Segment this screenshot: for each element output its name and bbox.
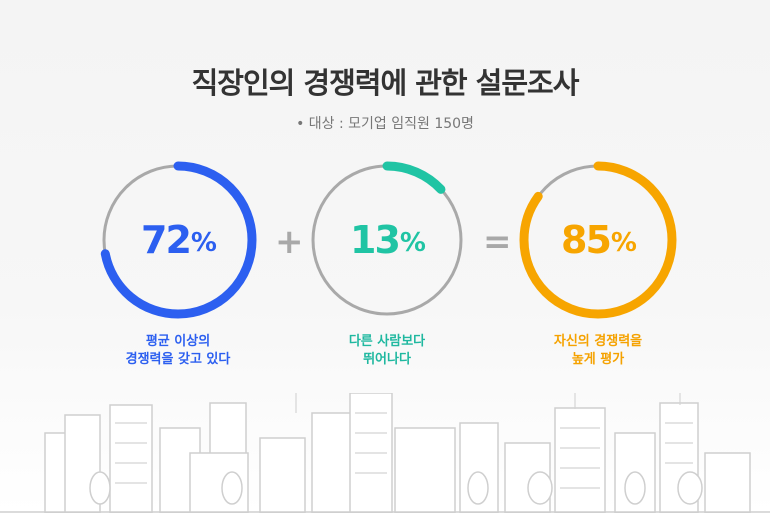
building [554, 407, 606, 513]
tree-icon [527, 471, 553, 505]
percent-number: 13 [350, 218, 401, 262]
tree-icon [221, 471, 243, 505]
caption-line: 경쟁력을 갖고 있다 [125, 352, 231, 367]
building [704, 452, 751, 513]
building [311, 412, 353, 513]
percent-number: 72 [141, 218, 192, 262]
ring-progress-arc [519, 161, 677, 319]
tree-icon [467, 471, 489, 505]
percent-value: 72% [98, 160, 258, 320]
ring-chart-self-evaluation [519, 161, 677, 319]
survey-subtitle: • 대상 : 모기업 임직원 150명 [296, 116, 474, 132]
building [259, 437, 306, 513]
ring-progress-arc [308, 161, 466, 319]
caption-line: 뛰어나다 [363, 352, 411, 367]
city-skyline-illustration [0, 393, 770, 513]
percent-value: 85% [518, 160, 678, 320]
caption-outstanding: 다른 사람보다 뛰어나다 [277, 333, 497, 369]
percent-unit: % [610, 228, 637, 258]
page-title: 직장인의 경쟁력에 관한 설문조사 [191, 66, 580, 100]
tree-icon [677, 471, 703, 505]
ring-chart-outstanding [308, 161, 466, 319]
caption-line: 자신의 경쟁력을 [553, 334, 643, 349]
caption-line: 높게 평가 [571, 352, 625, 367]
percent-number: 85 [561, 218, 612, 262]
ring-progress-arc [99, 161, 257, 319]
tree-icon [89, 471, 111, 505]
caption-line: 평균 이상의 [145, 334, 211, 349]
caption-above-average: 평균 이상의 경쟁력을 갖고 있다 [68, 333, 288, 369]
plus-operator: + [275, 222, 304, 262]
caption-self-evaluation: 자신의 경쟁력을 높게 평가 [488, 333, 708, 369]
percent-unit: % [399, 228, 426, 258]
equals-operator: = [483, 222, 512, 262]
stat-ring-above-average: 72% [98, 160, 258, 320]
caption-line: 다른 사람보다 [348, 334, 426, 349]
ring-chart-above-average [99, 161, 257, 319]
stat-ring-self-evaluation: 85% [518, 160, 678, 320]
percent-value: 13% [307, 160, 467, 320]
percent-unit: % [190, 228, 217, 258]
tree-icon [624, 471, 646, 505]
building [109, 404, 153, 513]
building [394, 427, 456, 513]
stat-ring-outstanding: 13% [307, 160, 467, 320]
